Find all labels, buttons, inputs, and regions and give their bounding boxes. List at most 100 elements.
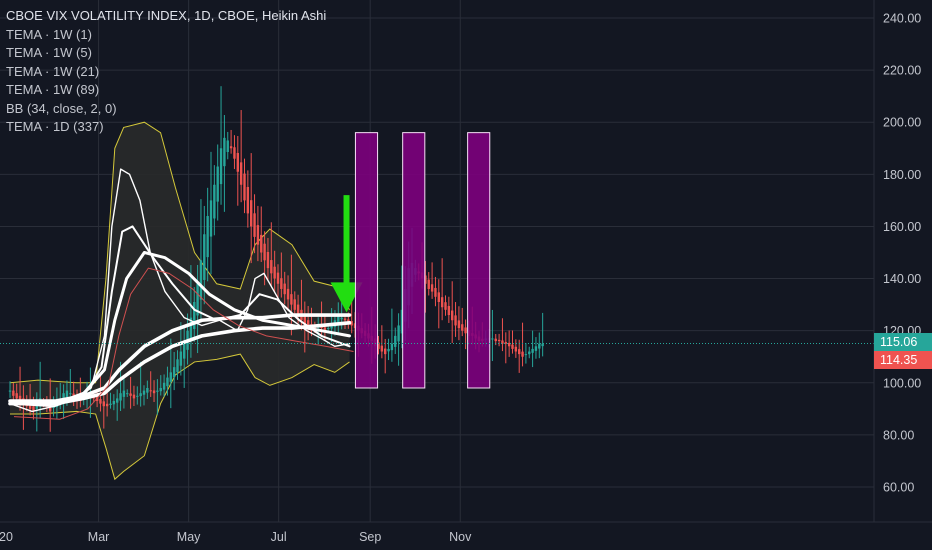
- candle-body: [400, 309, 404, 334]
- candle-body: [511, 344, 514, 349]
- candle-body: [112, 401, 116, 405]
- candle-body: [62, 393, 65, 402]
- candle-body: [256, 225, 260, 245]
- tema-line: [8, 313, 352, 403]
- price-tags: 115.06 114.35: [874, 333, 932, 369]
- candle-body: [377, 342, 380, 349]
- candle-body: [380, 345, 384, 352]
- candle-body: [293, 299, 296, 310]
- price-tick-label: 60.00: [883, 481, 914, 495]
- indicator-label[interactable]: TEMA · 1W (1): [6, 26, 92, 42]
- candle-body: [306, 320, 310, 329]
- candle-body: [538, 343, 541, 349]
- candle-body: [99, 399, 102, 404]
- candle-body: [531, 348, 534, 353]
- candle-body: [139, 393, 142, 397]
- price-tick-label: 220.00: [883, 64, 921, 78]
- candle-body: [119, 393, 122, 401]
- candle-body: [541, 343, 544, 347]
- candle-body: [320, 326, 323, 329]
- candle-body: [260, 234, 263, 253]
- candle-body: [32, 406, 35, 412]
- indicator-label[interactable]: TEMA · 1W (5): [6, 45, 92, 60]
- candle-body: [216, 166, 219, 202]
- candle-body: [126, 393, 129, 395]
- candle-body: [457, 320, 461, 329]
- candle-body: [213, 184, 216, 219]
- price-axis[interactable]: 240.00220.00200.00180.00160.00140.00120.…: [883, 12, 921, 495]
- candle-body: [491, 338, 494, 340]
- candle-body: [243, 173, 246, 201]
- candle-body: [340, 317, 343, 320]
- candle-body: [109, 403, 112, 406]
- candle-body: [8, 390, 12, 392]
- time-axis[interactable]: 20 Mar May Jul Sep Nov: [0, 530, 472, 544]
- candle-body: [136, 395, 139, 397]
- candle-body: [146, 387, 149, 393]
- candle-body: [437, 292, 440, 303]
- last-price-label: 115.06: [880, 335, 917, 349]
- candle-body: [313, 327, 317, 329]
- candle-body: [15, 393, 18, 399]
- candle-body: [162, 382, 166, 390]
- candle-body: [49, 404, 52, 412]
- candle-body: [507, 342, 511, 347]
- candle-body: [296, 304, 300, 316]
- candle-body: [239, 162, 243, 185]
- candle-body: [72, 393, 75, 396]
- candle-body: [397, 325, 400, 342]
- candle-body: [270, 260, 273, 274]
- indicator-label[interactable]: TEMA · 1W (21): [6, 63, 100, 79]
- candle-body: [504, 342, 507, 344]
- tema-line: [9, 168, 351, 413]
- candle-body: [28, 403, 32, 409]
- candle-body: [116, 398, 119, 403]
- purple-box: [402, 132, 426, 389]
- candle-body: [464, 327, 467, 334]
- candle-body: [430, 284, 434, 292]
- candle-body: [236, 152, 239, 172]
- candle-body: [521, 351, 524, 357]
- candle-body: [303, 315, 306, 326]
- indicator-label[interactable]: TEMA · 1W (89): [6, 82, 100, 97]
- candle-body: [156, 390, 159, 392]
- candle-body: [330, 325, 333, 329]
- candle-body: [280, 278, 283, 289]
- candle-body: [276, 272, 280, 284]
- purple-box: [467, 132, 491, 389]
- candle-body: [263, 243, 266, 261]
- bb-upper-line: [9, 121, 350, 384]
- candle-body: [454, 315, 457, 326]
- time-tick-label: Sep: [359, 530, 381, 544]
- candle-body: [206, 216, 209, 258]
- red-average-line: [13, 267, 354, 420]
- candle-body: [193, 302, 196, 329]
- candle-body: [152, 390, 156, 394]
- candle-body: [514, 346, 518, 352]
- candle-body: [226, 140, 229, 153]
- candle-body: [229, 146, 233, 149]
- indicator-label[interactable]: BB (34, close, 2, 0): [6, 100, 117, 116]
- candle-body: [176, 359, 179, 373]
- candle-body: [199, 260, 203, 300]
- candle-body: [189, 317, 193, 341]
- candle-body: [246, 186, 250, 214]
- candle-body: [343, 318, 347, 321]
- time-tick-label: Nov: [449, 530, 472, 544]
- tema-lines: [8, 168, 354, 420]
- chart-title[interactable]: CBOE VIX VOLATILITY INDEX, 1D, CBOE, Hei…: [6, 8, 327, 23]
- candle-body: [290, 294, 293, 305]
- second-price-tag: [874, 351, 932, 369]
- candle-body: [233, 147, 236, 159]
- indicator-label[interactable]: TEMA · 1D (337): [6, 119, 104, 134]
- purple-box: [354, 132, 379, 389]
- candle-body: [132, 394, 136, 399]
- second-price-label: 114.35: [880, 353, 917, 367]
- candle-body: [273, 266, 276, 279]
- candle-body: [337, 315, 340, 324]
- time-tick-label: Mar: [88, 530, 110, 544]
- candle-body: [129, 393, 132, 396]
- candle-body: [451, 310, 454, 321]
